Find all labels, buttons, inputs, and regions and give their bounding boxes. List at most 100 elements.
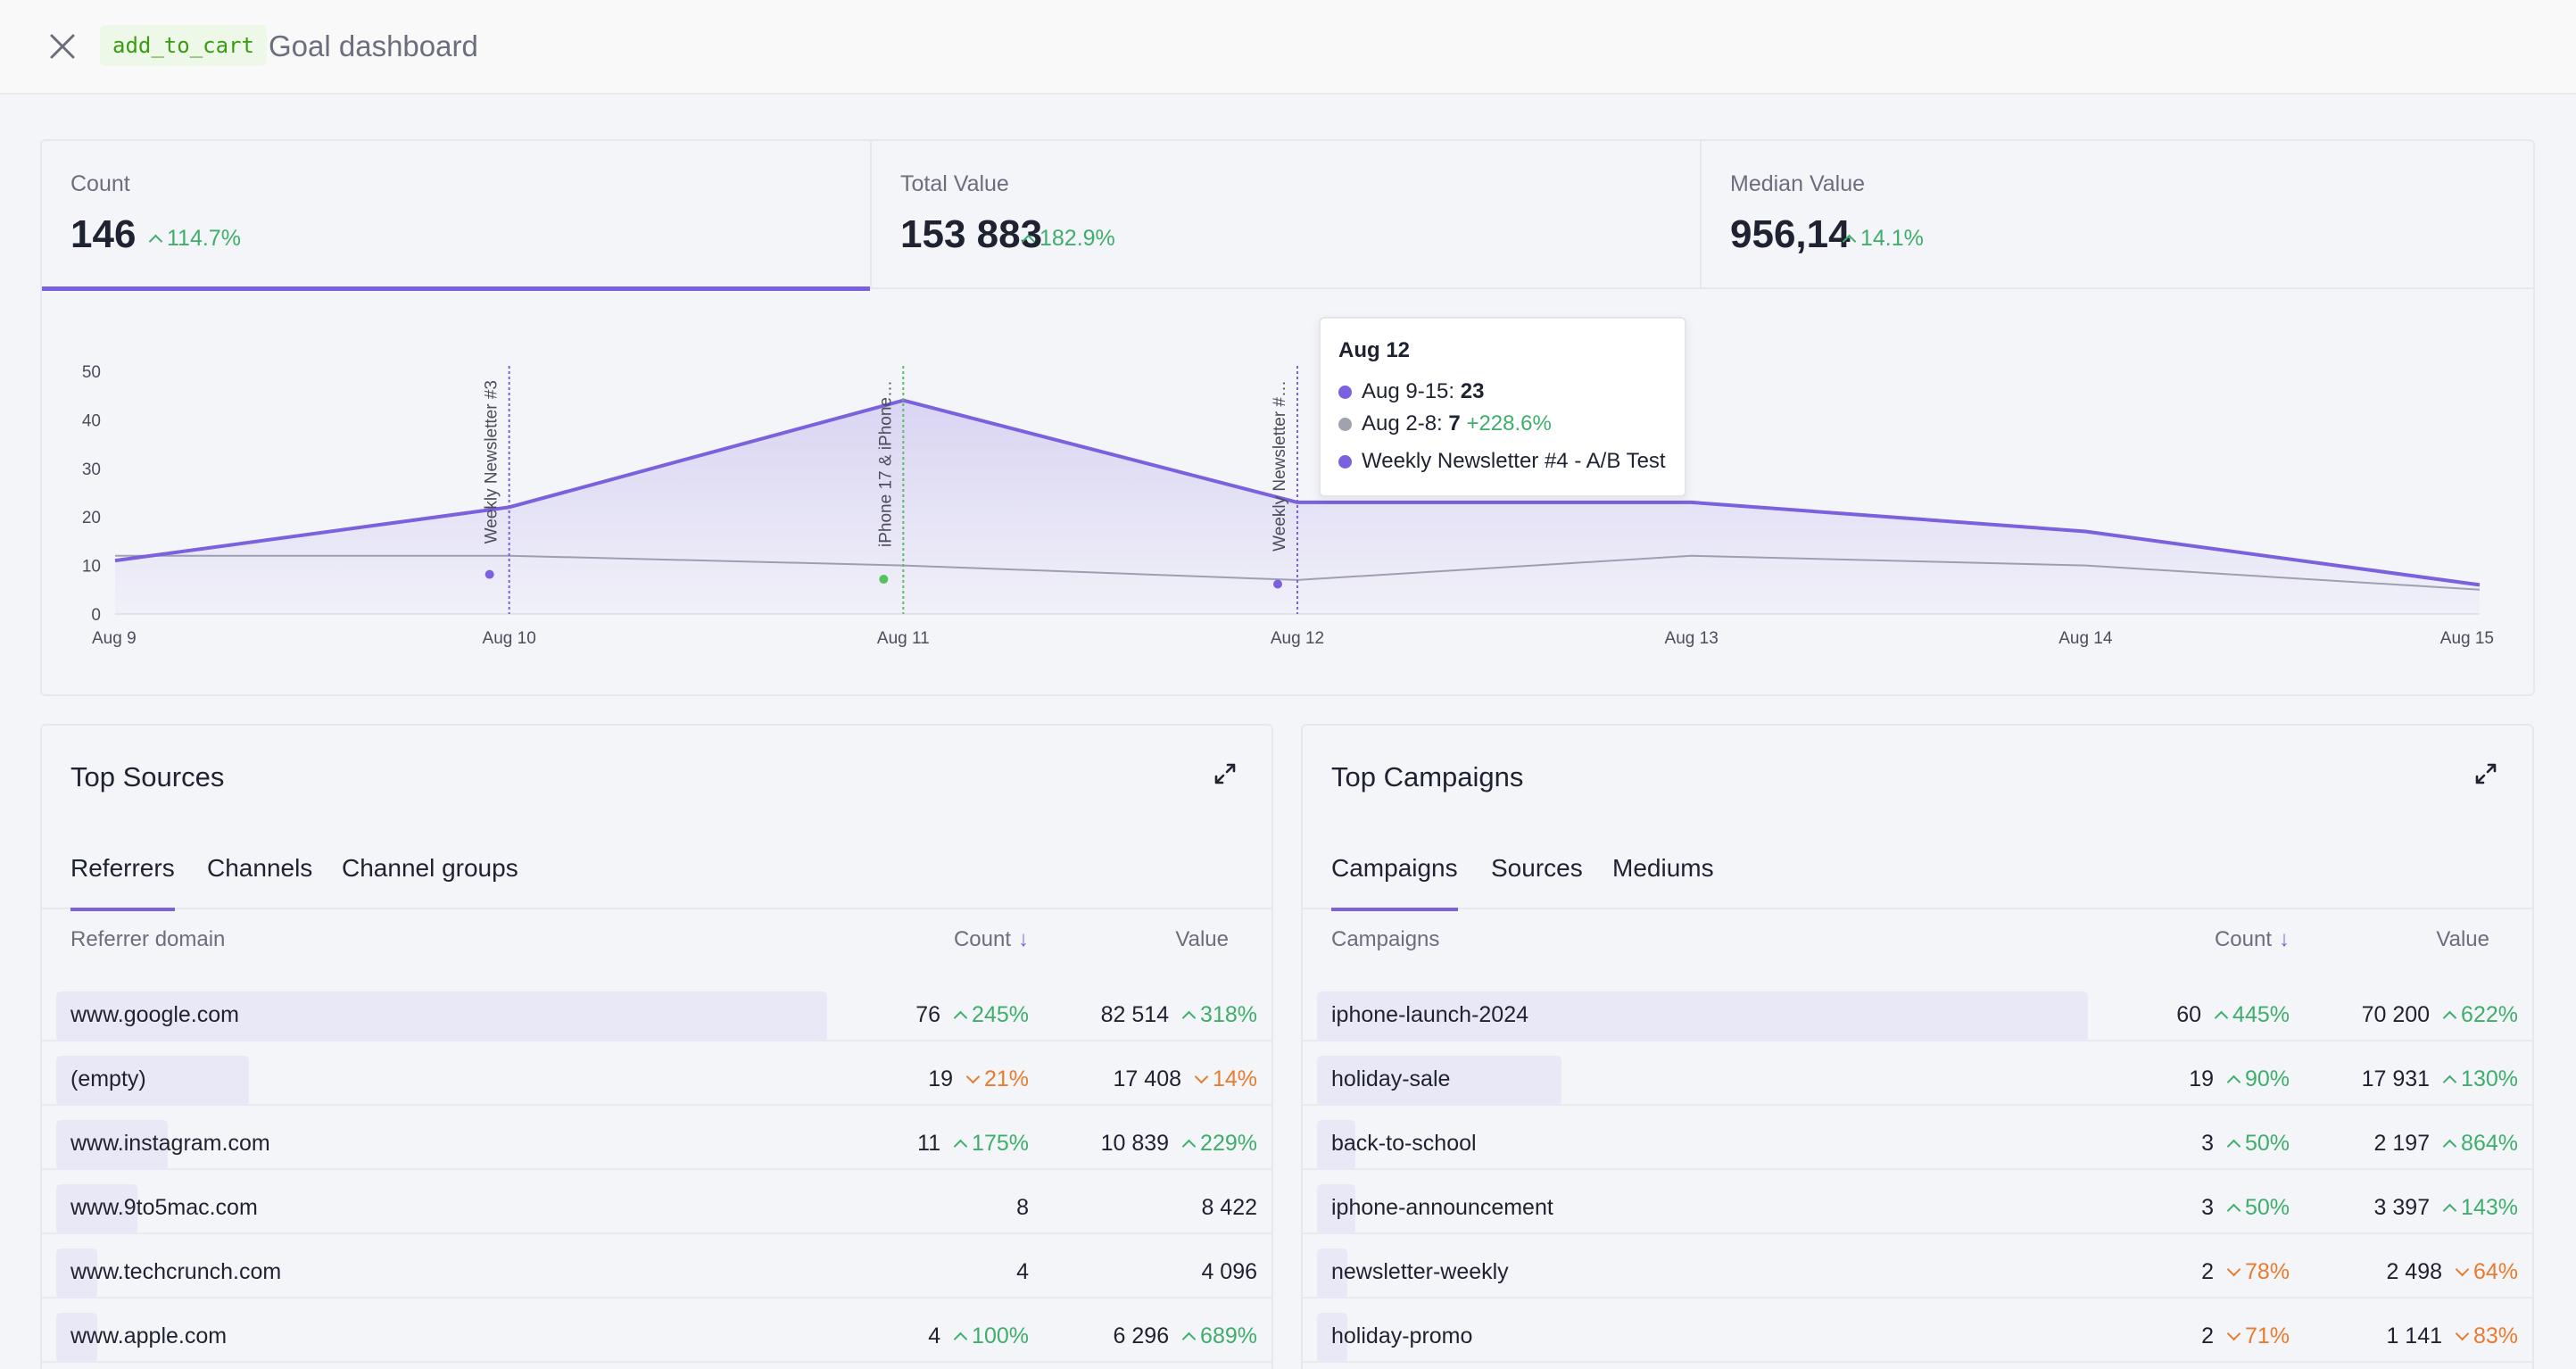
row-value-delta-text: 689%: [1200, 1323, 1257, 1348]
kpi-count[interactable]: Count 146 114.7%: [42, 141, 872, 291]
column-header-count[interactable]: Count ↓: [954, 927, 1029, 952]
row-count: 19 21%: [928, 1066, 1029, 1092]
row-value-delta: 622%: [2442, 1002, 2518, 1027]
tooltip-current-row: Aug 9-15: 23: [1338, 379, 1484, 404]
table-row[interactable]: iphone-announcement 3 50% 3 397 143%: [1303, 1170, 2532, 1234]
trend-up-icon: [1021, 234, 1036, 249]
row-count-delta-text: 50%: [2244, 1131, 2290, 1156]
panel-title: Top Campaigns: [1331, 761, 1524, 792]
trend-up-icon: [2442, 1010, 2457, 1025]
row-value: 8 422: [1201, 1195, 1257, 1221]
kpi-delta-text: 114.7%: [167, 226, 241, 251]
row-count: 3 50%: [2201, 1195, 2290, 1221]
close-icon[interactable]: [45, 29, 80, 64]
tab-campaigns[interactable]: Campaigns: [1331, 854, 1458, 911]
campaigns-tabs: Campaigns Sources Mediums: [1303, 843, 2532, 911]
row-value-delta: 143%: [2442, 1195, 2518, 1220]
top-sources-panel: Top Sources Referrers Channels Channel g…: [40, 724, 1273, 1369]
kpi-delta: 14.1%: [1842, 225, 1924, 252]
tooltip-previous-value: 7: [1448, 411, 1461, 436]
tooltip-current-value: 23: [1460, 379, 1485, 403]
row-value: 70 200 622%: [2362, 1002, 2518, 1028]
row-count-delta-text: 175%: [972, 1131, 1029, 1156]
trend-down-icon: [2455, 1262, 2470, 1277]
expand-icon[interactable]: [2472, 759, 2500, 788]
trend-up-icon: [1181, 1139, 1197, 1154]
row-count-value: 2: [2201, 1259, 2214, 1284]
row-name: holiday-promo: [1331, 1323, 1473, 1348]
x-tick-label: Aug 15: [2440, 629, 2494, 648]
table-row[interactable]: (empty) 19 21% 17 408 14%: [42, 1041, 1271, 1106]
row-value-delta: 64%: [2455, 1259, 2518, 1284]
share-bar: [1317, 1056, 1561, 1106]
row-value-delta-text: 143%: [2461, 1195, 2518, 1220]
sort-desc-icon: ↓: [1018, 927, 1029, 951]
kpi-total-value[interactable]: Total Value 153 883 182.9%: [872, 141, 1702, 289]
trend-down-icon: [2226, 1262, 2241, 1277]
trend-up-icon: [2226, 1074, 2241, 1090]
row-value: 4 096: [1201, 1259, 1257, 1285]
row-count: 2 71%: [2201, 1323, 2290, 1349]
row-count-delta-text: 21%: [983, 1066, 1029, 1091]
row-count: 19 90%: [2189, 1066, 2290, 1092]
row-count-value: 19: [928, 1066, 953, 1091]
tab-sources[interactable]: Sources: [1491, 854, 1583, 882]
y-tick-label: 50: [82, 363, 101, 382]
row-value: 1 141 83%: [2386, 1323, 2518, 1349]
table-row[interactable]: holiday-sale 19 90% 17 931 130%: [1303, 1041, 2532, 1106]
table-row[interactable]: iphone-launch-2024 60 445% 70 200 622%: [1303, 977, 2532, 1041]
row-value-number: 10 839: [1100, 1131, 1170, 1156]
expand-icon[interactable]: [1211, 759, 1239, 788]
x-tick-label: Aug 13: [1665, 629, 1719, 648]
kpi-delta-text: 14.1%: [1860, 226, 1924, 251]
tab-channel-groups[interactable]: Channel groups: [342, 854, 518, 882]
tab-channels[interactable]: Channels: [207, 854, 313, 882]
kpi-median-value[interactable]: Median Value 956,14 14.1%: [1702, 141, 2533, 289]
sources-tabs: Referrers Channels Channel groups: [42, 843, 1271, 911]
column-header-value: Value: [1175, 927, 1229, 951]
table-row[interactable]: back-to-school 3 50% 2 197 864%: [1303, 1106, 2532, 1170]
annotation-marker: [1273, 579, 1282, 589]
share-bar: [1317, 1120, 1355, 1170]
row-count-delta: 175%: [953, 1131, 1029, 1156]
annotation-dot-icon: [1338, 455, 1352, 469]
column-header-count-label: Count: [2214, 927, 2272, 951]
table-row[interactable]: www.instagram.com 11 175% 10 839 229%: [42, 1106, 1271, 1170]
row-count-delta: 78%: [2226, 1259, 2290, 1284]
row-name: (empty): [70, 1066, 146, 1091]
row-count-delta: 50%: [2226, 1195, 2290, 1220]
row-value-number: 1 141: [2386, 1323, 2442, 1348]
column-header-count-label: Count: [953, 927, 1011, 951]
row-value: 6 296 689%: [1114, 1323, 1257, 1349]
row-name: www.instagram.com: [70, 1131, 270, 1156]
trend-up-icon: [2442, 1139, 2457, 1154]
annotation-label: Weekly Newsletter #…: [1271, 380, 1289, 552]
table-row[interactable]: holiday-promo 2 71% 1 141 83%: [1303, 1298, 2532, 1363]
row-value: 2 498 64%: [2386, 1259, 2518, 1285]
x-tick-label: Aug 14: [2058, 629, 2113, 648]
trend-up-icon: [2214, 1010, 2229, 1025]
y-tick-label: 30: [82, 460, 101, 479]
table-row[interactable]: www.9to5mac.com 8 8 422: [42, 1170, 1271, 1234]
table-row[interactable]: www.apple.com 4 100% 6 296 689%: [42, 1298, 1271, 1363]
column-header-count[interactable]: Count ↓: [2215, 927, 2290, 952]
tab-referrers[interactable]: Referrers: [70, 854, 175, 911]
tab-mediums[interactable]: Mediums: [1612, 854, 1714, 882]
trend-up-icon: [2226, 1139, 2241, 1154]
goal-count-chart[interactable]: 0 10 20 30 40 50 Aug 9 Aug 10 Aug 11 Aug 12 Aug 13…: [42, 289, 2533, 696]
table-row[interactable]: www.techcrunch.com 4 4 096: [42, 1234, 1271, 1298]
series-dot-icon: [1338, 418, 1352, 431]
x-tick-label: Aug 10: [483, 629, 536, 648]
row-value: 3 397 143%: [2374, 1195, 2518, 1221]
row-count-delta-text: 90%: [2244, 1066, 2290, 1091]
row-value-delta: 229%: [1181, 1131, 1257, 1156]
trend-down-icon: [2455, 1326, 2470, 1341]
table-row[interactable]: www.google.com 76 245% 82 514 318%: [42, 977, 1271, 1041]
row-name: www.9to5mac.com: [70, 1195, 258, 1220]
row-value-delta-text: 14%: [1212, 1066, 1257, 1091]
row-count-delta-text: 78%: [2244, 1259, 2290, 1284]
table-row[interactable]: newsletter-weekly 2 78% 2 498 64%: [1303, 1234, 2532, 1298]
x-tick-label: Aug 11: [877, 629, 930, 648]
row-value-delta-text: 622%: [2461, 1002, 2518, 1027]
y-tick-label: 40: [82, 411, 101, 430]
